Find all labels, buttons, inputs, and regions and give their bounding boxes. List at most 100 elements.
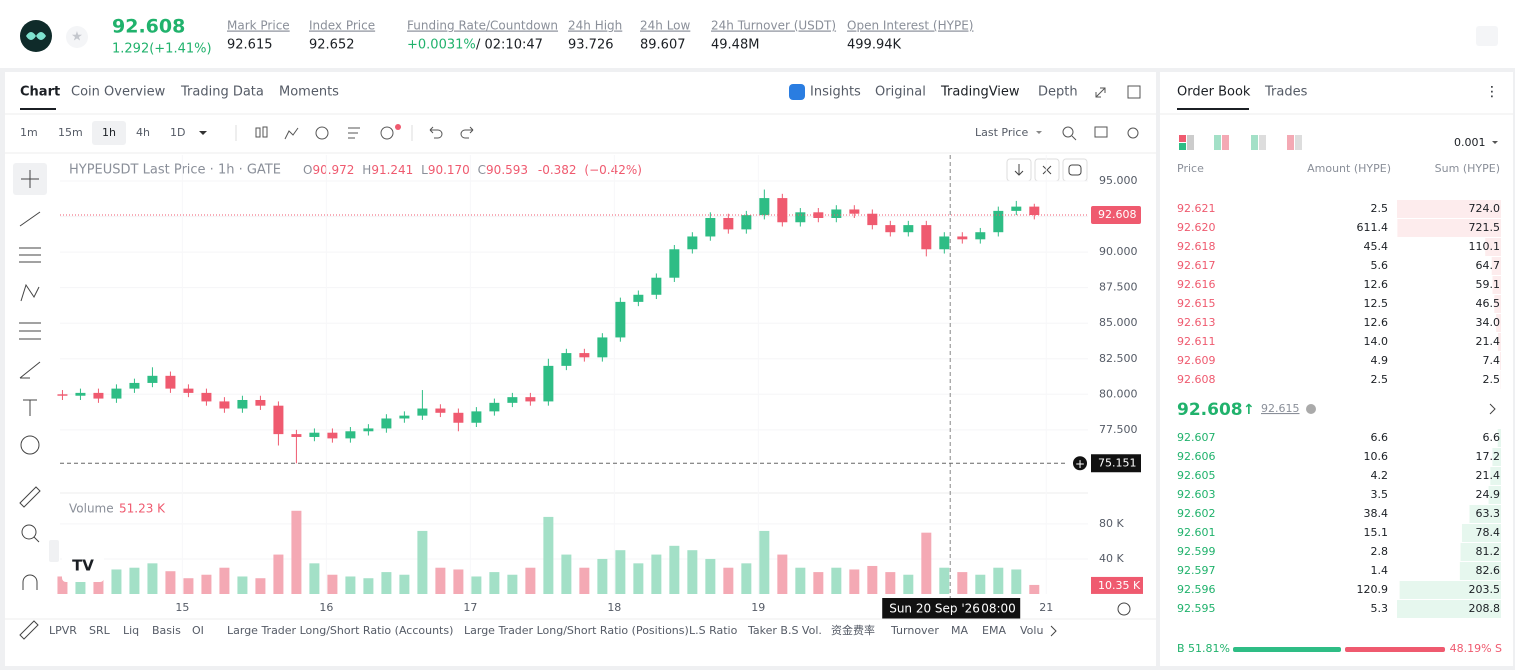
chart: 95.00092.50090.00087.50085.00082.50080.0… <box>57 155 1143 619</box>
indicator-tab[interactable]: Liq <box>123 624 139 637</box>
ob-sum: 64.7 <box>1476 259 1501 272</box>
interval-dropdown[interactable] <box>199 131 207 135</box>
candle-body <box>795 212 806 223</box>
volume-bar <box>57 576 68 594</box>
indicator-tab[interactable]: EMA <box>982 624 1006 637</box>
ob-tab[interactable]: Order Book <box>1177 85 1251 100</box>
volume-bar <box>759 530 770 594</box>
tab[interactable]: Trading Data <box>180 85 264 100</box>
candle-body <box>813 212 824 218</box>
indicator-tab[interactable]: MA <box>951 624 968 637</box>
indicator-tab[interactable]: Taker B.S Vol. <box>747 624 822 637</box>
collapse-toggle[interactable] <box>49 540 59 562</box>
ob-sum: 34.0 <box>1476 316 1501 329</box>
interval[interactable]: 4h <box>136 126 150 139</box>
indicator-tab[interactable]: Volu <box>1020 624 1043 637</box>
x-tick-label: 16 <box>319 601 333 614</box>
volume-bar <box>921 532 932 594</box>
ob-column: Amount (HYPE) <box>1307 162 1391 175</box>
sell-bar <box>1345 647 1445 652</box>
ob-sum: 59.1 <box>1476 278 1501 291</box>
ob-amount: 6.6 <box>1371 431 1389 444</box>
last-price-label: 92.608 <box>1098 208 1137 221</box>
chart-legend-symbol: HYPEUSDT Last Price · 1h · GATE <box>69 163 281 178</box>
ob-sum: 81.2 <box>1476 545 1501 558</box>
y-tick-label: 82.500 <box>1099 352 1138 365</box>
drawing-tools[interactable] <box>19 170 41 640</box>
volume-hover: 51.23 K <box>119 502 166 516</box>
ob-precision[interactable]: 0.001 <box>1454 136 1486 149</box>
view-tab[interactable]: Depth <box>1038 85 1078 100</box>
view-tab[interactable]: Original <box>875 85 926 100</box>
ohlc-value: 90.972 <box>312 163 354 177</box>
price-source-dropdown[interactable] <box>1036 131 1042 134</box>
ob-tab-underline <box>1177 108 1249 110</box>
notification-dot <box>395 124 401 130</box>
candle-body <box>219 401 230 409</box>
volume-bar <box>615 550 626 594</box>
interval[interactable]: 1m <box>20 126 38 139</box>
ob-mid-price: 92.608 <box>1177 400 1243 420</box>
ob-shield-icon <box>1306 404 1316 414</box>
candle-body <box>939 236 950 250</box>
interval[interactable]: 1h <box>102 126 116 139</box>
indicator-tab[interactable]: Turnover <box>890 624 939 637</box>
depth-bar <box>1490 467 1501 485</box>
ob-layout-icons[interactable] <box>1179 135 1302 150</box>
volume-bar <box>111 569 122 594</box>
indicator-tab[interactable]: L.S Ratio <box>689 624 738 637</box>
y-tick-label: 95.000 <box>1099 174 1138 187</box>
volume-bar <box>165 571 176 594</box>
volume-bar <box>147 563 158 594</box>
settings-icon[interactable] <box>1117 602 1131 616</box>
candle-body <box>615 301 626 338</box>
depth-bar <box>1492 448 1501 466</box>
tab[interactable]: Chart <box>20 85 60 100</box>
candle-body <box>525 397 536 402</box>
indicator-tab[interactable]: OI <box>192 624 204 637</box>
buy-ratio: B 51.81% <box>1177 642 1230 655</box>
tab[interactable]: Moments <box>279 85 339 100</box>
window-icon[interactable] <box>1127 85 1141 99</box>
interval[interactable]: 15m <box>58 126 83 139</box>
ob-tab[interactable]: Trades <box>1264 85 1308 100</box>
indicator-tab[interactable]: Large Trader Long/Short Ratio (Positions… <box>464 624 689 637</box>
candle-body <box>507 397 518 403</box>
volume-bar <box>957 572 968 594</box>
tab[interactable]: Coin Overview <box>71 85 166 100</box>
tradingview-badge <box>62 550 104 582</box>
candle-body <box>885 225 896 233</box>
ob-amount: 38.4 <box>1364 507 1389 520</box>
ob-amount: 2.8 <box>1371 545 1389 558</box>
indicator-next[interactable] <box>1050 625 1057 637</box>
ob-amount: 3.5 <box>1371 488 1389 501</box>
ob-menu[interactable]: ⋮ <box>1485 84 1499 100</box>
expand-icon[interactable] <box>1095 87 1106 98</box>
candle-body <box>201 392 212 402</box>
favorite-button[interactable] <box>66 26 88 48</box>
stat-label: Mark Price <box>227 19 290 33</box>
volume-bar <box>93 574 104 594</box>
indicator-tab[interactable]: 资金费率 <box>831 623 875 637</box>
indicator-tab[interactable]: SRL <box>89 624 111 637</box>
view-tab[interactable]: TradingView <box>940 85 1020 100</box>
view-tab[interactable]: Insights <box>810 85 861 100</box>
candle-body <box>237 399 248 409</box>
coin-logo-mark <box>26 32 46 40</box>
ob-price: 92.616 <box>1177 278 1216 291</box>
volume-bar <box>849 569 860 594</box>
candle-body <box>399 415 410 419</box>
candle-body <box>579 353 590 358</box>
header-menu[interactable] <box>1476 26 1498 46</box>
volume-bar <box>291 510 302 594</box>
indicator-tab[interactable]: Basis <box>152 624 181 637</box>
volume-bar <box>363 578 374 594</box>
indicator-tab[interactable]: Large Trader Long/Short Ratio (Accounts) <box>227 624 453 637</box>
ob-precision-dropdown[interactable] <box>1492 141 1498 144</box>
ob-sum: 724.0 <box>1469 202 1501 215</box>
ob-more[interactable] <box>1489 403 1496 415</box>
interval[interactable]: 1D <box>170 126 185 139</box>
crosshair-price-label: 75.151 <box>1098 456 1137 469</box>
price-source[interactable]: Last Price <box>975 126 1028 139</box>
indicator-tab[interactable]: LPVR <box>49 624 77 637</box>
